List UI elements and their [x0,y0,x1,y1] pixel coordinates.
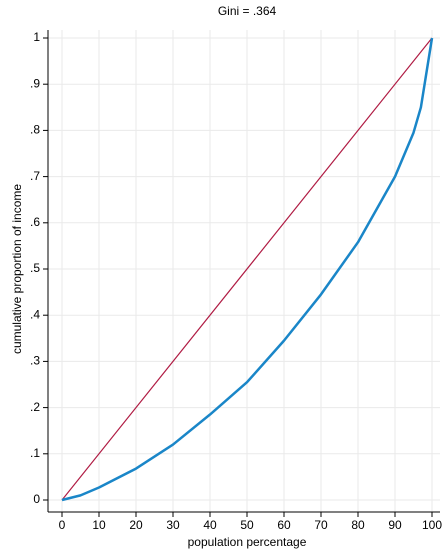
y-tick-label: .3 [30,354,40,368]
y-tick-label: .7 [30,169,40,183]
y-tick-label: .1 [30,446,40,460]
x-tick-label: 100 [422,518,442,532]
x-tick-label: 90 [388,518,402,532]
series-line [61,37,434,502]
x-tick-label: 30 [166,518,180,532]
x-tick-label: 40 [203,518,217,532]
y-tick-label: 0 [33,492,40,506]
y-tick-label: .4 [30,307,40,321]
y-tick-label: .8 [30,123,40,137]
x-tick-label: 60 [277,518,291,532]
x-tick-label: 50 [240,518,254,532]
series-line [61,37,433,501]
y-tick-label: .9 [30,76,40,90]
y-tick-label: .6 [30,215,40,229]
x-tick-label: 70 [314,518,328,532]
y-tick-label: .5 [30,261,40,275]
x-tick-label: 80 [351,518,365,532]
x-tick-label: 20 [129,518,143,532]
y-axis-label: cumulative proportion of income [10,184,24,354]
x-axis-label: population percentage [188,535,307,549]
y-tick-label: .2 [30,400,40,414]
x-tick-label: 10 [92,518,106,532]
x-tick-label: 0 [59,518,66,532]
y-tick-label: 1 [33,30,40,44]
chart-title: Gini = .364 [218,4,277,18]
